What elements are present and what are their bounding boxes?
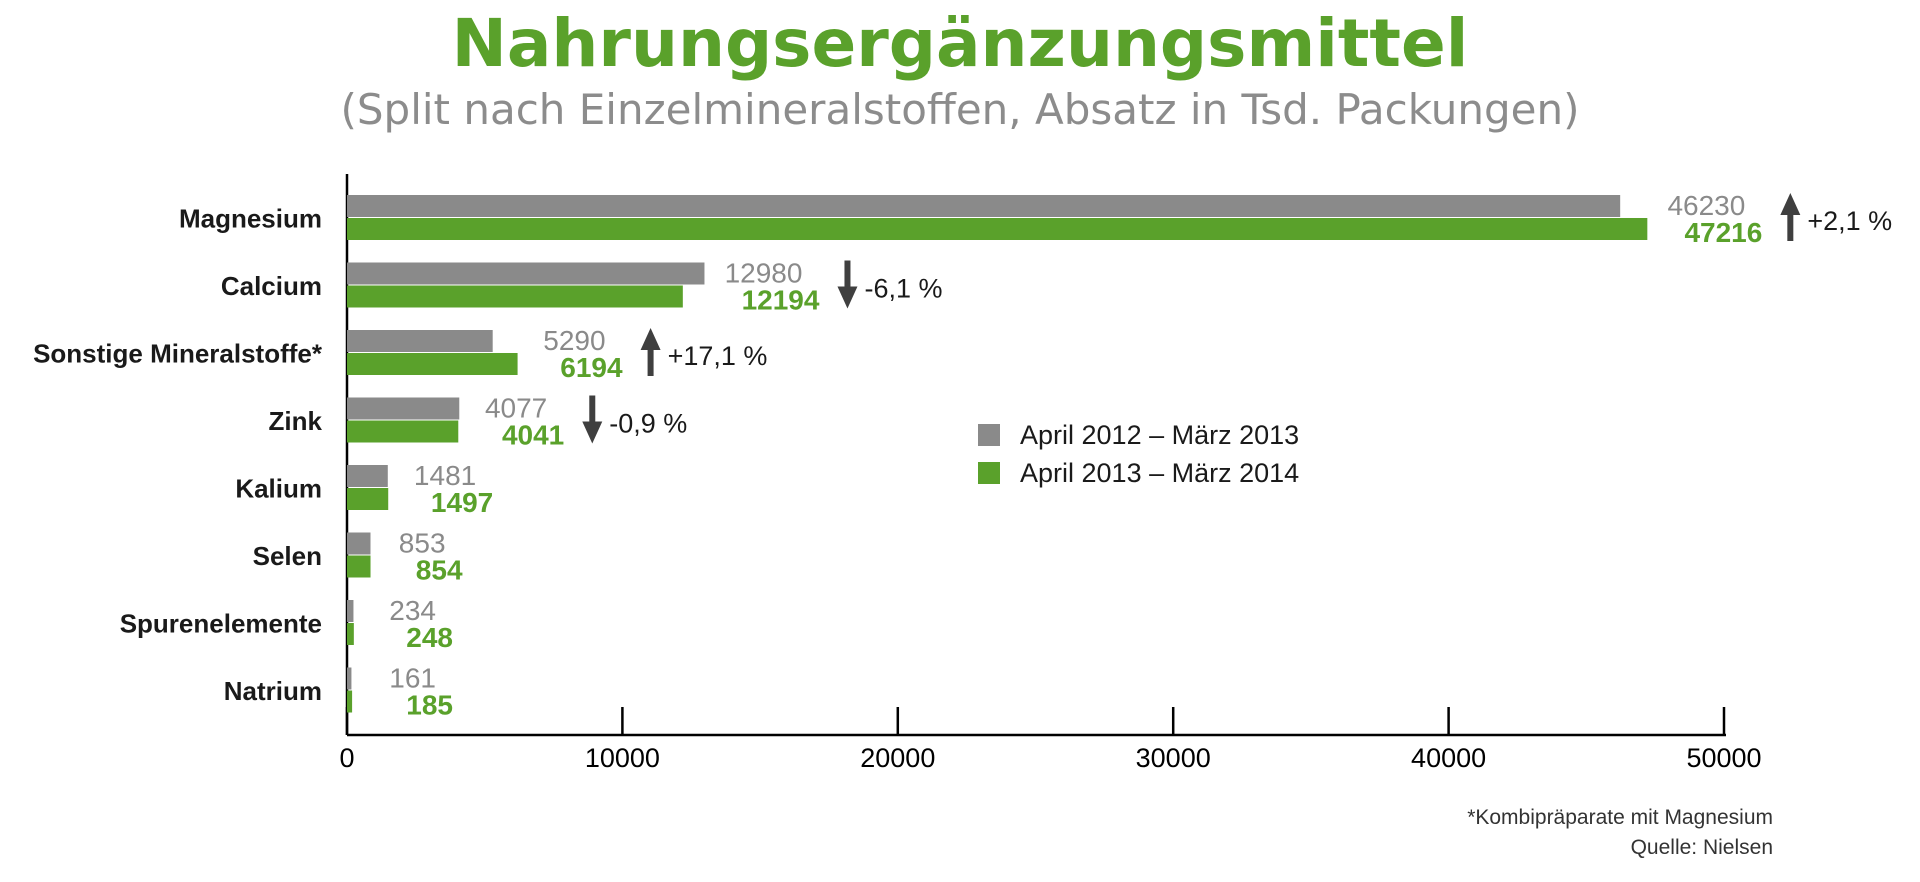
bar-series-new (347, 488, 389, 510)
bar-series-old (347, 397, 460, 420)
category-label: Kalium (235, 474, 322, 504)
value-label-old: 161 (389, 663, 436, 694)
category-label: Calcium (221, 271, 322, 301)
bar-series-old (347, 600, 354, 622)
category-label: Selen (253, 541, 322, 571)
bar-series-old (347, 465, 388, 487)
value-label-new: 854 (416, 555, 463, 586)
bar-series-new (347, 285, 683, 308)
value-label-new: 4041 (502, 420, 564, 451)
category-label: Magnesium (179, 204, 322, 234)
bar-series-new (347, 420, 459, 443)
category-label: Zink (269, 406, 323, 436)
category-label: Natrium (224, 676, 322, 706)
value-label-old: 4077 (485, 393, 547, 424)
x-tick-label: 30000 (1136, 743, 1211, 773)
bar-series-new (347, 623, 354, 645)
arrow-up-icon (1780, 193, 1801, 241)
change-label: +2,1 % (1807, 206, 1892, 236)
legend-swatch (978, 424, 1000, 446)
bar-series-new (347, 218, 1648, 240)
chart-title: Nahrungsergänzungsmittel (451, 5, 1469, 82)
bar-series-old (347, 195, 1621, 217)
arrow-up-icon (640, 328, 661, 376)
legend-label: April 2013 – März 2014 (1020, 458, 1299, 488)
change-label: -0,9 % (609, 409, 687, 439)
arrow-down-icon (837, 260, 858, 309)
value-label-new: 47216 (1684, 217, 1762, 248)
category-label: Sonstige Mineralstoffe* (33, 339, 323, 369)
value-label-old: 1481 (414, 460, 476, 491)
legend-swatch (978, 462, 1000, 484)
value-label-new: 6194 (560, 352, 623, 383)
category-label: Spurenelemente (120, 609, 322, 639)
value-label-old: 12980 (725, 258, 803, 289)
bar-series-old (347, 667, 352, 690)
change-label: -6,1 % (864, 274, 942, 304)
x-tick-label: 10000 (585, 743, 660, 773)
value-label-new: 12194 (742, 285, 820, 316)
bar-series-old (347, 532, 371, 555)
value-label-old: 46230 (1667, 190, 1745, 221)
value-label-new: 248 (406, 622, 453, 653)
x-tick-label: 50000 (1686, 743, 1761, 773)
value-label-new: 185 (406, 690, 453, 721)
change-label: +17,1 % (668, 341, 768, 371)
value-label-old: 853 (399, 528, 446, 559)
bar-series-old (347, 330, 493, 352)
footnote-kombi: *Kombipräparate mit Magnesium (1467, 806, 1773, 829)
bar-series-new (347, 690, 353, 713)
x-tick-label: 40000 (1411, 743, 1486, 773)
bar-series-old (347, 262, 705, 285)
bar-series-new (347, 353, 518, 375)
footnote-source: Quelle: Nielsen (1630, 836, 1773, 859)
value-label-old: 5290 (543, 325, 605, 356)
chart-subtitle: (Split nach Einzelmineralstoffen, Absatz… (340, 85, 1580, 134)
x-tick-label: 0 (339, 743, 354, 773)
value-label-new: 1497 (431, 487, 493, 518)
x-tick-label: 20000 (860, 743, 935, 773)
legend-label: April 2012 – März 2013 (1020, 420, 1299, 450)
arrow-down-icon (582, 395, 603, 444)
bar-series-new (347, 555, 371, 578)
value-label-old: 234 (389, 595, 436, 626)
